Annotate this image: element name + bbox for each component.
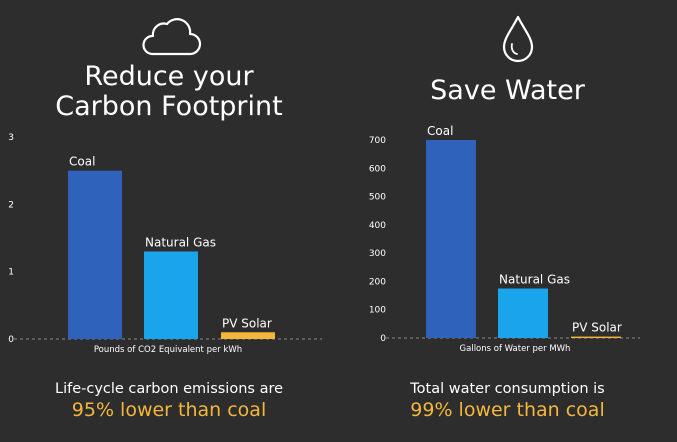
y-tick-label: 100	[369, 306, 386, 316]
carbon-summary-highlight: 95% lower than coal	[71, 399, 267, 421]
y-tick-label: 3	[8, 133, 14, 143]
y-tick-label: 200	[369, 277, 386, 287]
carbon-chart: 0 1 2 3 Coal Natural Gas PV Solar Pounds of CO2…	[8, 133, 322, 355]
carbon-title: Reduce your Carbon Footprint	[0, 61, 338, 123]
y-tick-label: 600	[369, 164, 386, 174]
carbon-title-line2: Carbon Footprint	[55, 91, 283, 123]
bar-label-pv-solar: PV Solar	[222, 316, 272, 330]
carbon-summary-text: Life-cycle carbon emissions are	[54, 381, 284, 397]
cloud-icon	[142, 18, 202, 56]
y-tick-label: 400	[369, 221, 386, 231]
y-tick-label: 1	[8, 268, 14, 278]
bar-label-natural-gas: Natural Gas	[145, 235, 216, 249]
bar-coal	[68, 170, 122, 339]
water-summary-highlight: 99% lower than coal	[410, 399, 605, 421]
bar-natural-gas	[498, 288, 548, 338]
bar-label-coal: Coal	[69, 155, 95, 169]
bar-label-coal: Coal	[427, 124, 453, 138]
bar-pv-solar	[221, 332, 275, 339]
y-tick-label: 2	[8, 200, 14, 210]
water-summary: Total water consumption is 99% lower tha…	[338, 380, 677, 422]
water-panel: Save Water 0 100 200 300 400 500 600 700 Coal Nat…	[338, 0, 677, 442]
y-tick-label: 700	[369, 136, 386, 146]
x-axis-label: Pounds of CO2 Equivalent per kWh	[94, 345, 242, 355]
bar-label-natural-gas: Natural Gas	[499, 273, 570, 287]
y-tick-label: 0	[8, 335, 14, 345]
y-tick-label: 500	[369, 193, 386, 203]
water-chart: 0 100 200 300 400 500 600 700 Coal Natural Gas PV …	[369, 124, 640, 354]
water-drop-icon	[502, 15, 534, 63]
carbon-summary: Life-cycle carbon emissions are 95% lowe…	[0, 380, 338, 422]
x-axis-label: Gallons of Water per MWh	[460, 344, 571, 354]
water-title: Save Water	[338, 75, 677, 106]
carbon-panel: Reduce your Carbon Footprint 0 1 2 3 Coal Nat…	[0, 0, 338, 442]
water-title-text: Save Water	[430, 75, 585, 106]
y-tick-label: 0	[380, 334, 386, 344]
water-summary-text: Total water consumption is	[410, 381, 605, 397]
carbon-title-line1: Reduce your	[84, 61, 254, 92]
bar-coal	[426, 140, 476, 338]
bar-label-pv-solar: PV Solar	[572, 321, 622, 335]
y-tick-label: 300	[369, 249, 386, 259]
bar-pv-solar	[571, 336, 621, 338]
bar-natural-gas	[144, 251, 198, 339]
